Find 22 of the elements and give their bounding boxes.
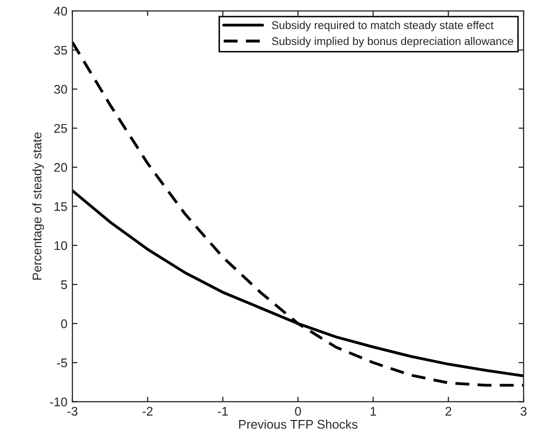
legend-label: Subsidy implied by bonus depreciation allowance [272,36,514,48]
y-tick-label: 20 [54,163,68,172]
y-tick-label: -10 [50,397,68,406]
x-axis-title: Previous TFP Shocks [239,420,358,429]
x-tick-label: 0 [295,406,301,416]
y-tick-label: 30 [54,84,68,94]
x-tick-label: 3 [520,406,527,416]
y-tick-label: 0 [61,319,68,328]
y-tick-label: 10 [54,241,68,250]
x-tick-label: -1 [218,407,228,416]
x-tick-label: 1 [370,407,376,416]
legend-label: Subsidy required to match steady state effect [272,20,494,32]
x-tick-label: -3 [67,406,78,416]
y-tick-label: 40 [54,6,68,16]
x-tick-label: 2 [446,406,452,416]
y-tick-label: -5 [56,358,68,368]
y-tick-label: 35 [54,46,68,55]
y-tick-label: 25 [54,124,68,133]
y-axis-title: Percentage of steady state [32,132,44,280]
y-tick-label: 15 [54,202,68,211]
x-tick-label: -2 [142,406,153,416]
y-tick-label: 5 [61,280,68,290]
